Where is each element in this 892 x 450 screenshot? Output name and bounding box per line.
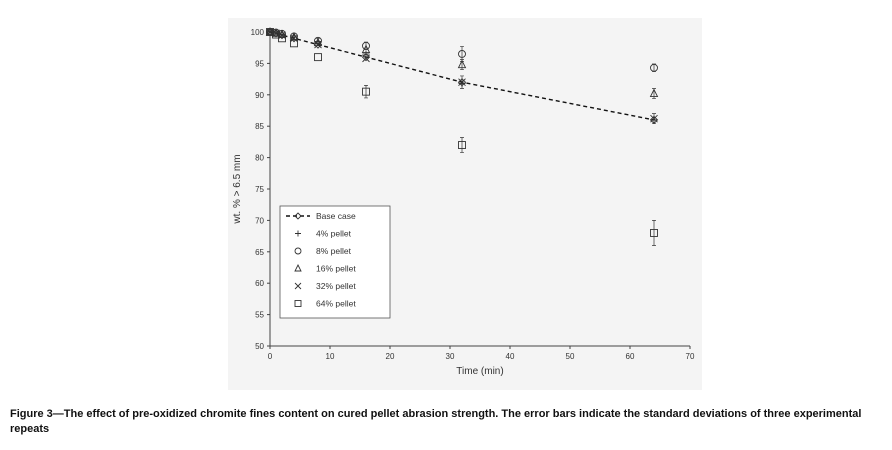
legend-marker-4-pellet [295, 230, 301, 237]
x-tick-label: 0 [268, 352, 273, 361]
legend-marker-16-pellet [294, 263, 302, 272]
data-point-16-pellet [457, 59, 467, 69]
x-tick-label: 30 [446, 352, 455, 361]
y-tick-label: 50 [255, 342, 264, 351]
x-tick-label: 50 [566, 352, 575, 361]
data-point-32-pellet [458, 78, 466, 87]
data-point-32-pellet [650, 114, 658, 123]
y-tick-label: 100 [251, 28, 265, 37]
data-point-64-pellet [650, 229, 658, 237]
data-point-64-pellet [458, 141, 466, 149]
data-point-16-pellet [361, 44, 371, 54]
x-tick-label: 10 [326, 352, 335, 361]
data-point-64-pellet [266, 28, 274, 36]
legend-label-base-case: Base case [316, 211, 356, 221]
data-point-32-pellet [290, 34, 298, 43]
y-tick-label: 95 [255, 59, 264, 68]
data-point-32-pellet [362, 54, 370, 63]
data-point-16-pellet [265, 26, 275, 36]
y-tick-label: 85 [255, 122, 264, 131]
data-point-4-pellet [362, 50, 370, 58]
y-tick-label: 60 [255, 279, 264, 288]
y-tick-label: 70 [255, 216, 264, 225]
x-tick-label: 20 [386, 352, 395, 361]
error-bar-64-pellet [652, 220, 656, 246]
legend-marker-32-pellet [294, 282, 302, 290]
y-tick-label: 65 [255, 248, 264, 257]
data-point-64-pellet [314, 53, 322, 62]
data-point-32-pellet [314, 40, 322, 49]
legend-marker-base-case [294, 212, 302, 220]
legend-marker-64-pellet [294, 300, 302, 307]
x-axis-label: Time (min) [456, 366, 503, 377]
legend-box [279, 205, 391, 319]
data-point-16-pellet [649, 88, 659, 97]
chart: 50 55 60 65 70 75 80 85 90 95 100 0 10 20 30 40 50 60 70 Ti… [232, 26, 695, 377]
data-point-64-pellet [290, 39, 298, 48]
legend-label-64-pellet: 64% pellet [316, 299, 356, 309]
legend-label-4-pellet: 4% pellet [316, 229, 352, 239]
y-tick-label: 80 [255, 154, 264, 163]
error-bar-64-pellet [364, 85, 368, 99]
error-bar-8-pellet [652, 63, 656, 72]
error-bar-8-pellet [460, 46, 464, 62]
data-point-64-pellet [362, 87, 370, 96]
legend-marker-8-pellet [294, 247, 302, 255]
data-point-8-pellet [458, 50, 466, 58]
data-point-16-pellet [271, 28, 281, 37]
figure-panel: 50 55 60 65 70 75 80 85 90 95 100 0 10 20 30 40 50 60 70 Ti… [228, 18, 702, 390]
data-point-8-pellet [362, 41, 370, 50]
y-tick-label: 90 [255, 91, 264, 100]
y-axis-label: wt. % > 6.5 mm [232, 154, 243, 224]
x-tick-label: 60 [626, 352, 635, 361]
x-tick-label: 70 [686, 352, 695, 361]
figure-caption: Figure 3—The effect of pre-oxidized chro… [10, 408, 862, 435]
data-point-64-pellet [278, 34, 286, 43]
legend-label-32-pellet: 32% pellet [316, 281, 356, 291]
x-tick-label: 40 [506, 352, 515, 361]
data-point-8-pellet [650, 63, 658, 72]
y-tick-label: 75 [255, 185, 264, 194]
legend-label-8-pellet: 8% pellet [316, 246, 352, 256]
legend-label-16-pellet: 16% pellet [316, 264, 356, 274]
y-tick-label: 55 [255, 311, 264, 320]
error-bar-64-pellet [460, 137, 464, 153]
